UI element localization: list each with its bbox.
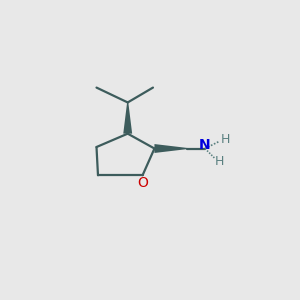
Text: H: H (220, 133, 230, 146)
Polygon shape (154, 144, 187, 153)
Text: O: O (137, 176, 148, 190)
Text: H: H (214, 155, 224, 168)
Text: N: N (199, 138, 211, 152)
Polygon shape (123, 102, 132, 134)
